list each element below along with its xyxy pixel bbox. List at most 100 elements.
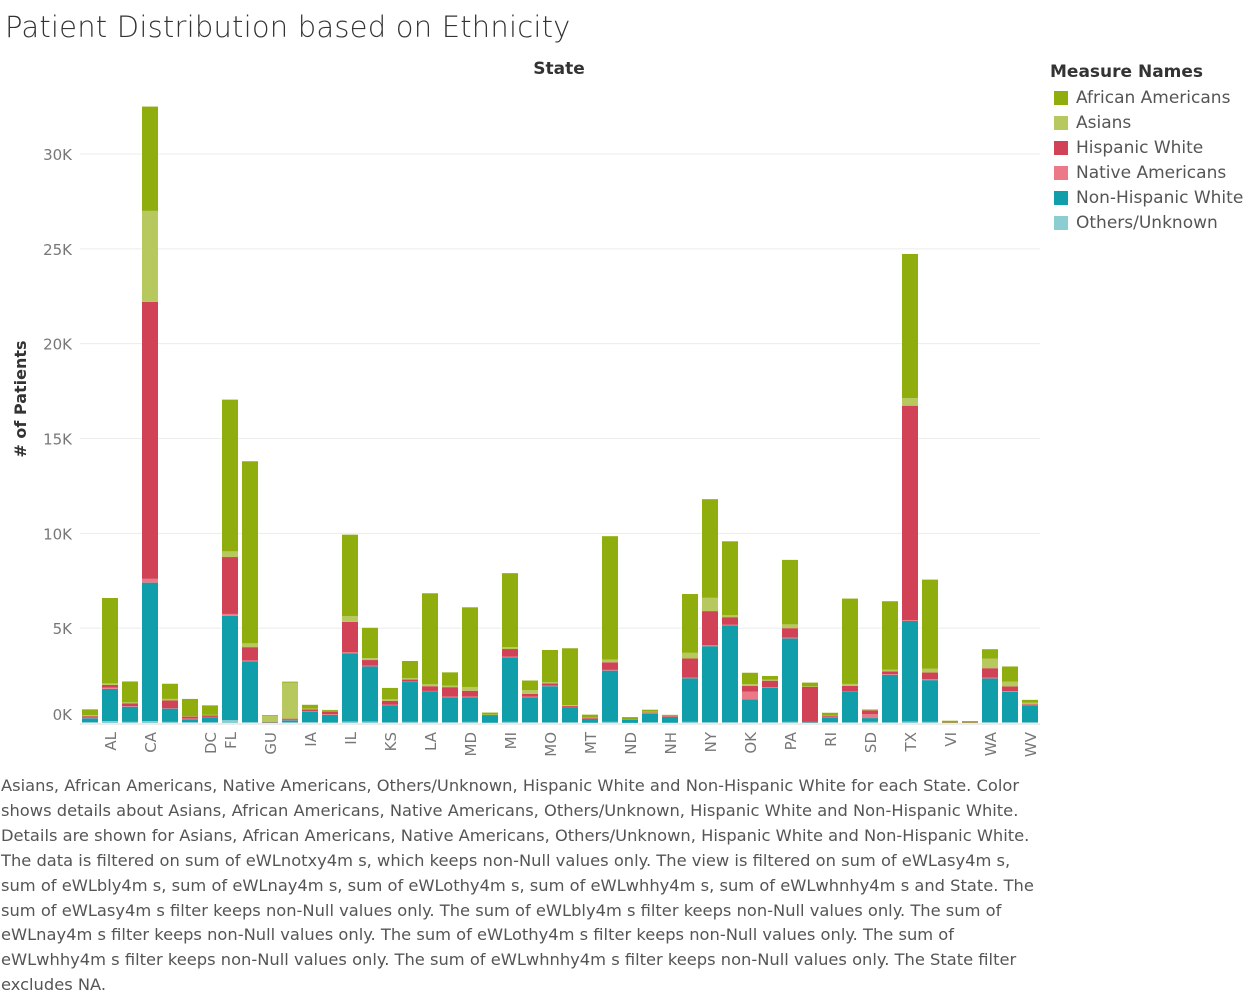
bar-segment-hispanic-white [662,716,678,717]
legend-item-non-hispanic-white[interactable]: Non-Hispanic White [1050,185,1245,210]
bar-segment-native-americans [982,677,998,679]
bar-segment-african-americans [282,681,298,683]
bar-segment-others-unknown [202,722,218,723]
legend-item-hispanic-white[interactable]: Hispanic White [1050,135,1245,160]
bar-segment-asians [722,615,738,618]
bar-segment-asians [562,705,578,706]
bar-segment-others-unknown [722,722,738,723]
bar-segment-hispanic-white [842,685,858,692]
legend-swatch [1054,190,1068,205]
bar-segment-non-hispanic-white [782,638,798,722]
x-tick-label: MO [542,732,560,757]
bar-segment-non-hispanic-white [462,697,478,722]
bar-stack [502,573,518,723]
bar-segment-native-americans [102,687,118,689]
bar-segment-asians [942,722,958,723]
legend: Measure Names African Americans Asians H… [1050,62,1245,235]
bar-segment-african-americans [682,594,698,653]
stacked-bar-chart: State # of Patients 0K5K10K15K20K25K30K … [11,59,1040,757]
bar-segment-african-americans [562,648,578,706]
legend-item-others-unknown[interactable]: Others/Unknown [1050,210,1245,235]
bar-segment-non-hispanic-white [142,582,158,722]
bar-segment-non-hispanic-white [182,719,198,723]
bar-stack [542,649,558,723]
bar-segment-asians [842,683,858,686]
bar-segment-african-americans [82,709,98,716]
bar-segment-hispanic-white [362,660,378,666]
bar-segment-african-americans [362,627,378,659]
bar-segment-african-americans [602,536,618,660]
bar-segment-asians [622,718,638,720]
bar-stack [962,721,978,723]
bar-segment-asians [782,624,798,629]
bar-segment-native-americans [782,637,798,639]
bar-segment-hispanic-white [742,686,758,692]
bar-segment-non-hispanic-white [682,678,698,722]
legend-item-african-americans[interactable]: African Americans [1050,85,1245,110]
bar-segment-asians [262,715,278,723]
bar-segment-others-unknown [662,722,678,723]
y-tick-label: 15K [43,431,73,449]
bar-segment-african-americans [322,709,338,711]
bar-segment-african-americans [462,607,478,687]
bar-segment-african-americans [922,579,938,669]
bar-segment-hispanic-white [282,718,298,720]
bar-stack [622,717,638,723]
legend-title: Measure Names [1050,62,1204,82]
bar-segment-hispanic-white [822,715,838,717]
bar-segment-non-hispanic-white [542,686,558,723]
bar-segment-native-americans [602,669,618,671]
bar-stack [522,680,538,723]
bar-stack [142,106,158,723]
bar-segment-native-americans [722,624,738,626]
bar-segment-others-unknown [322,722,338,723]
bar-segment-african-americans [162,683,178,699]
bar-segment-non-hispanic-white [562,707,578,723]
bar-stack [222,399,238,723]
bar-segment-native-americans [202,716,218,718]
bar-segment-african-americans [422,593,438,685]
bar-segment-non-hispanic-white [302,711,318,723]
x-axis-labels: AL CA DC FL GU IA IL KS LA MD MI MO MT ND NH NY OK PA RI SD… [102,731,1040,757]
bar-segment-hispanic-white [302,709,318,712]
bar-stack [282,681,298,723]
legend-swatch [1054,215,1068,230]
bar-segment-others-unknown [282,722,298,723]
bar-segment-asians [362,658,378,661]
bar-stack [382,687,398,723]
bar-segment-hispanic-white [902,405,918,621]
bar-segment-hispanic-white [702,611,718,646]
x-tick-label: MT [582,731,600,754]
bar-segment-non-hispanic-white [202,717,218,723]
bar-stack [462,607,478,723]
bar-segment-native-americans [402,681,418,683]
bar-segment-non-hispanic-white [122,706,138,722]
bar-segment-non-hispanic-white [222,615,238,721]
legend-item-native-americans[interactable]: Native Americans [1050,160,1245,185]
bar-stack [642,709,658,723]
bar-segment-native-americans [762,687,778,688]
y-tick-label: 0K [53,706,74,724]
bar-stack [262,715,278,723]
bar-segment-non-hispanic-white [162,708,178,722]
legend-item-asians[interactable]: Asians [1050,110,1245,135]
x-axis-title: State [533,59,585,79]
x-tick-label: NY [702,731,720,752]
bar-segment-native-americans [142,578,158,583]
x-tick-label: KS [382,732,400,751]
bar-segment-non-hispanic-white [1002,691,1018,723]
bar-segment-non-hispanic-white [662,716,678,723]
bar-stack [402,660,418,723]
bar-segment-asians [402,678,418,680]
bar-segment-hispanic-white [82,716,98,718]
bar-segment-hispanic-white [482,715,498,716]
bar-segment-non-hispanic-white [922,680,938,722]
bar-segment-african-americans [962,721,978,723]
bar-segment-others-unknown [822,722,838,723]
bar-segment-hispanic-white [922,672,938,680]
bar-segment-non-hispanic-white [362,666,378,722]
bar-stack [582,714,598,723]
bar-segment-hispanic-white [442,687,458,697]
chart-title: Patient Distribution based on Ethnicity [5,10,571,44]
bar-segment-others-unknown [422,721,438,723]
